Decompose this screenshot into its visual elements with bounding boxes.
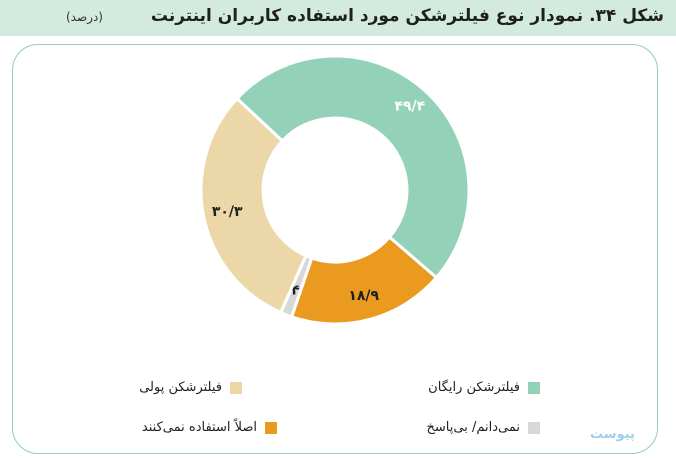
data-label-3: ۳۰/۳	[212, 204, 243, 220]
legend-label-no-use: اصلاً استفاده نمی‌کنند	[141, 420, 257, 435]
legend-label-free-vpn: فیلترشکن رایگان	[428, 380, 520, 395]
donut-slice-3	[199, 96, 308, 315]
chart-title: شکل ۳۴. نمودار نوع فیلترشکن مورد استفاده…	[150, 6, 664, 26]
legend-item-paid-vpn: فیلترشکن پولی	[139, 380, 242, 395]
chart-unit: (درصد)	[66, 10, 103, 24]
legend-swatch-no-use	[265, 421, 277, 434]
legend-label-dont-know: نمی‌دانم/ بی‌پاسخ	[426, 420, 520, 435]
title-bar: شکل ۳۴. نمودار نوع فیلترشکن مورد استفاده…	[0, 0, 676, 36]
data-label-0: ۴۹/۴	[394, 99, 425, 115]
legend-label-paid-vpn: فیلترشکن پولی	[139, 380, 222, 395]
data-label-1: ۱۸/۹	[348, 288, 379, 304]
legend-swatch-free-vpn	[528, 381, 540, 394]
watermark-logo: پیوست	[590, 427, 635, 442]
legend-swatch-dont-know	[528, 421, 540, 434]
legend-item-no-use: اصلاً استفاده نمی‌کنند	[142, 420, 277, 435]
chart-frame	[12, 44, 658, 454]
legend-item-free-vpn: فیلترشکن رایگان	[428, 380, 540, 395]
legend-item-dont-know: نمی‌دانم/ بی‌پاسخ	[427, 420, 540, 435]
donut-slice-0	[234, 54, 471, 280]
legend-swatch-paid-vpn	[230, 381, 242, 394]
